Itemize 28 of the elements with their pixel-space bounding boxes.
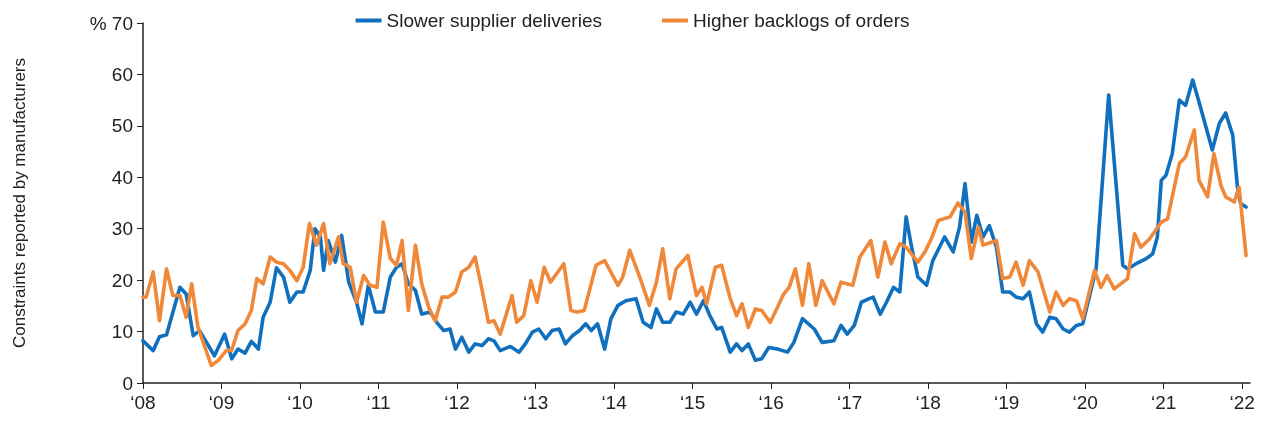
line-series [141, 128, 1248, 368]
x-tick-label: ‘16 [758, 392, 784, 413]
legend-label: Higher backlogs of orders [692, 10, 910, 31]
x-tick-label: ‘20 [1072, 392, 1098, 413]
y-tick-label: 30 [111, 218, 133, 240]
x-tick-label: ‘18 [915, 392, 941, 413]
x-tick-label: ‘08 [130, 392, 156, 413]
x-tick-label: ‘17 [836, 392, 863, 413]
x-tick-label: ‘13 [522, 392, 549, 413]
y-tick-label: 60 [111, 63, 133, 85]
x-tick-label: ‘14 [601, 392, 628, 413]
y-tick-label: 10 [111, 321, 133, 343]
x-tick-label: ‘19 [993, 392, 1020, 413]
y-axis-title: Constraints reported by manufacturers [10, 57, 29, 349]
x-tick-label: ‘11 [366, 392, 391, 413]
x-tick-label: ‘12 [444, 392, 470, 413]
y-tick-label: % 70 [89, 12, 133, 34]
y-tick-label: 50 [111, 115, 133, 137]
x-tick-label: ‘21 [1150, 392, 1177, 413]
y-tick-label: 0 [122, 372, 133, 394]
x-tick-label: ‘15 [679, 392, 706, 413]
y-tick-label: 20 [111, 269, 133, 291]
x-tick-label: ‘09 [208, 392, 235, 413]
x-tick-label: ‘22 [1229, 392, 1255, 413]
y-tick-label: 40 [111, 166, 133, 188]
line-series [141, 78, 1248, 363]
x-tick-label: ‘10 [287, 392, 313, 413]
legend-label: Slower supplier deliveries [386, 10, 602, 31]
